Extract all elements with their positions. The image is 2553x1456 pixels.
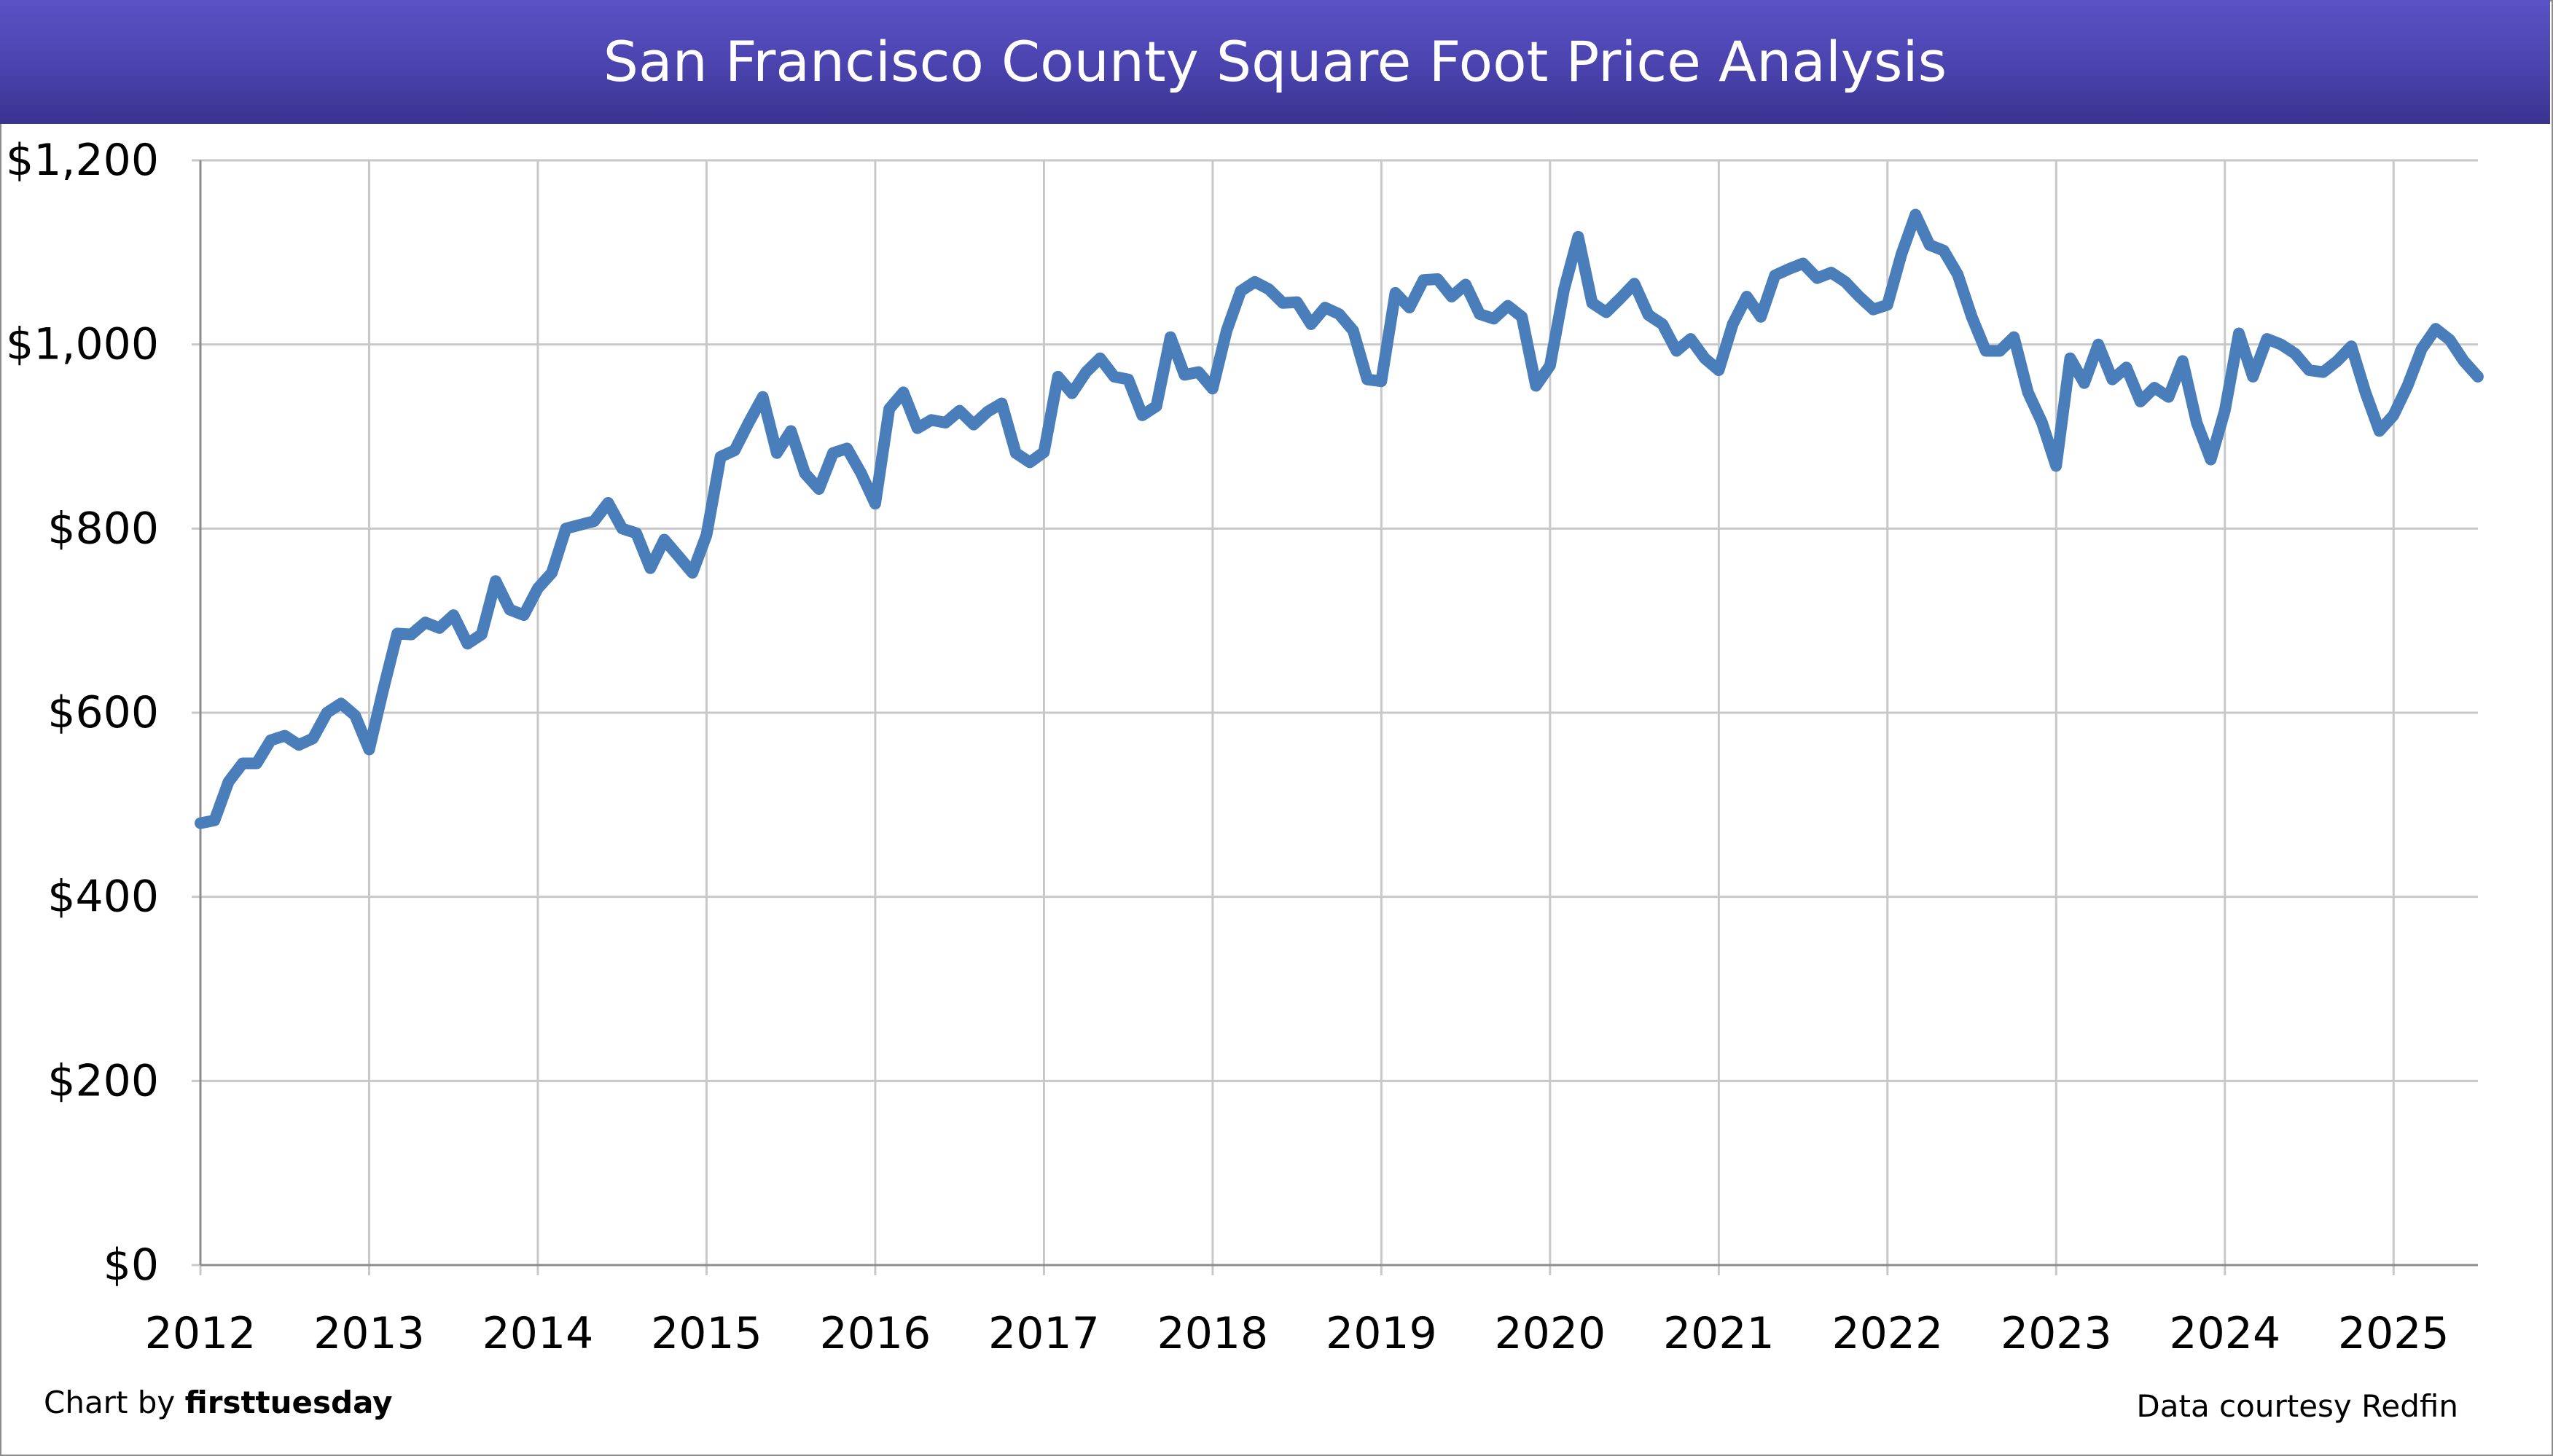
x-tick-label: 2022 xyxy=(1831,1308,1943,1359)
y-tick-label: $1,200 xyxy=(6,135,159,186)
x-tick-label: 2018 xyxy=(1157,1308,1269,1359)
y-axis-ticks: $0 $200 $400 $600 $800 $1,000 $1,200 xyxy=(6,135,159,1291)
chart-title: San Francisco County Square Foot Price A… xyxy=(603,29,1947,94)
credit-brand: firsttuesday xyxy=(184,1385,393,1420)
x-tick-label: 2016 xyxy=(820,1308,931,1359)
data-source: Data courtesy Redfin xyxy=(2136,1388,2458,1424)
credit-prefix: Chart by xyxy=(44,1385,185,1420)
x-tick-label: 2021 xyxy=(1663,1308,1775,1359)
y-tick-label: $800 xyxy=(47,503,159,554)
y-tick-label: $400 xyxy=(47,872,159,923)
x-tick-label: 2025 xyxy=(2338,1308,2450,1359)
x-tick-label: 2012 xyxy=(145,1308,257,1359)
y-tick-label: $200 xyxy=(47,1055,159,1106)
y-tick-label: $600 xyxy=(47,687,159,738)
chart-credit: Chart by firsttuesday xyxy=(44,1385,393,1420)
y-tick-label: $0 xyxy=(103,1240,159,1291)
x-tick-label: 2024 xyxy=(2169,1308,2280,1359)
x-tick-label: 2023 xyxy=(2001,1308,2112,1359)
x-tick-label: 2014 xyxy=(482,1308,594,1359)
gridlines xyxy=(192,159,2478,1275)
x-tick-label: 2020 xyxy=(1495,1308,1606,1359)
series-group xyxy=(195,208,2484,829)
axes xyxy=(199,160,2478,1267)
x-tick-label: 2019 xyxy=(1326,1308,1437,1359)
y-tick-label: $1,000 xyxy=(6,319,159,370)
x-axis-ticks: 2012 2013 2014 2015 2016 2017 2018 2019 2020 2021… xyxy=(145,1308,2450,1359)
title-bar: San Francisco County Square Foot Price A… xyxy=(0,0,2550,124)
x-tick-label: 2015 xyxy=(651,1308,762,1359)
series-line xyxy=(195,208,2484,829)
x-tick-label: 2013 xyxy=(313,1308,425,1359)
x-tick-label: 2017 xyxy=(988,1308,1100,1359)
